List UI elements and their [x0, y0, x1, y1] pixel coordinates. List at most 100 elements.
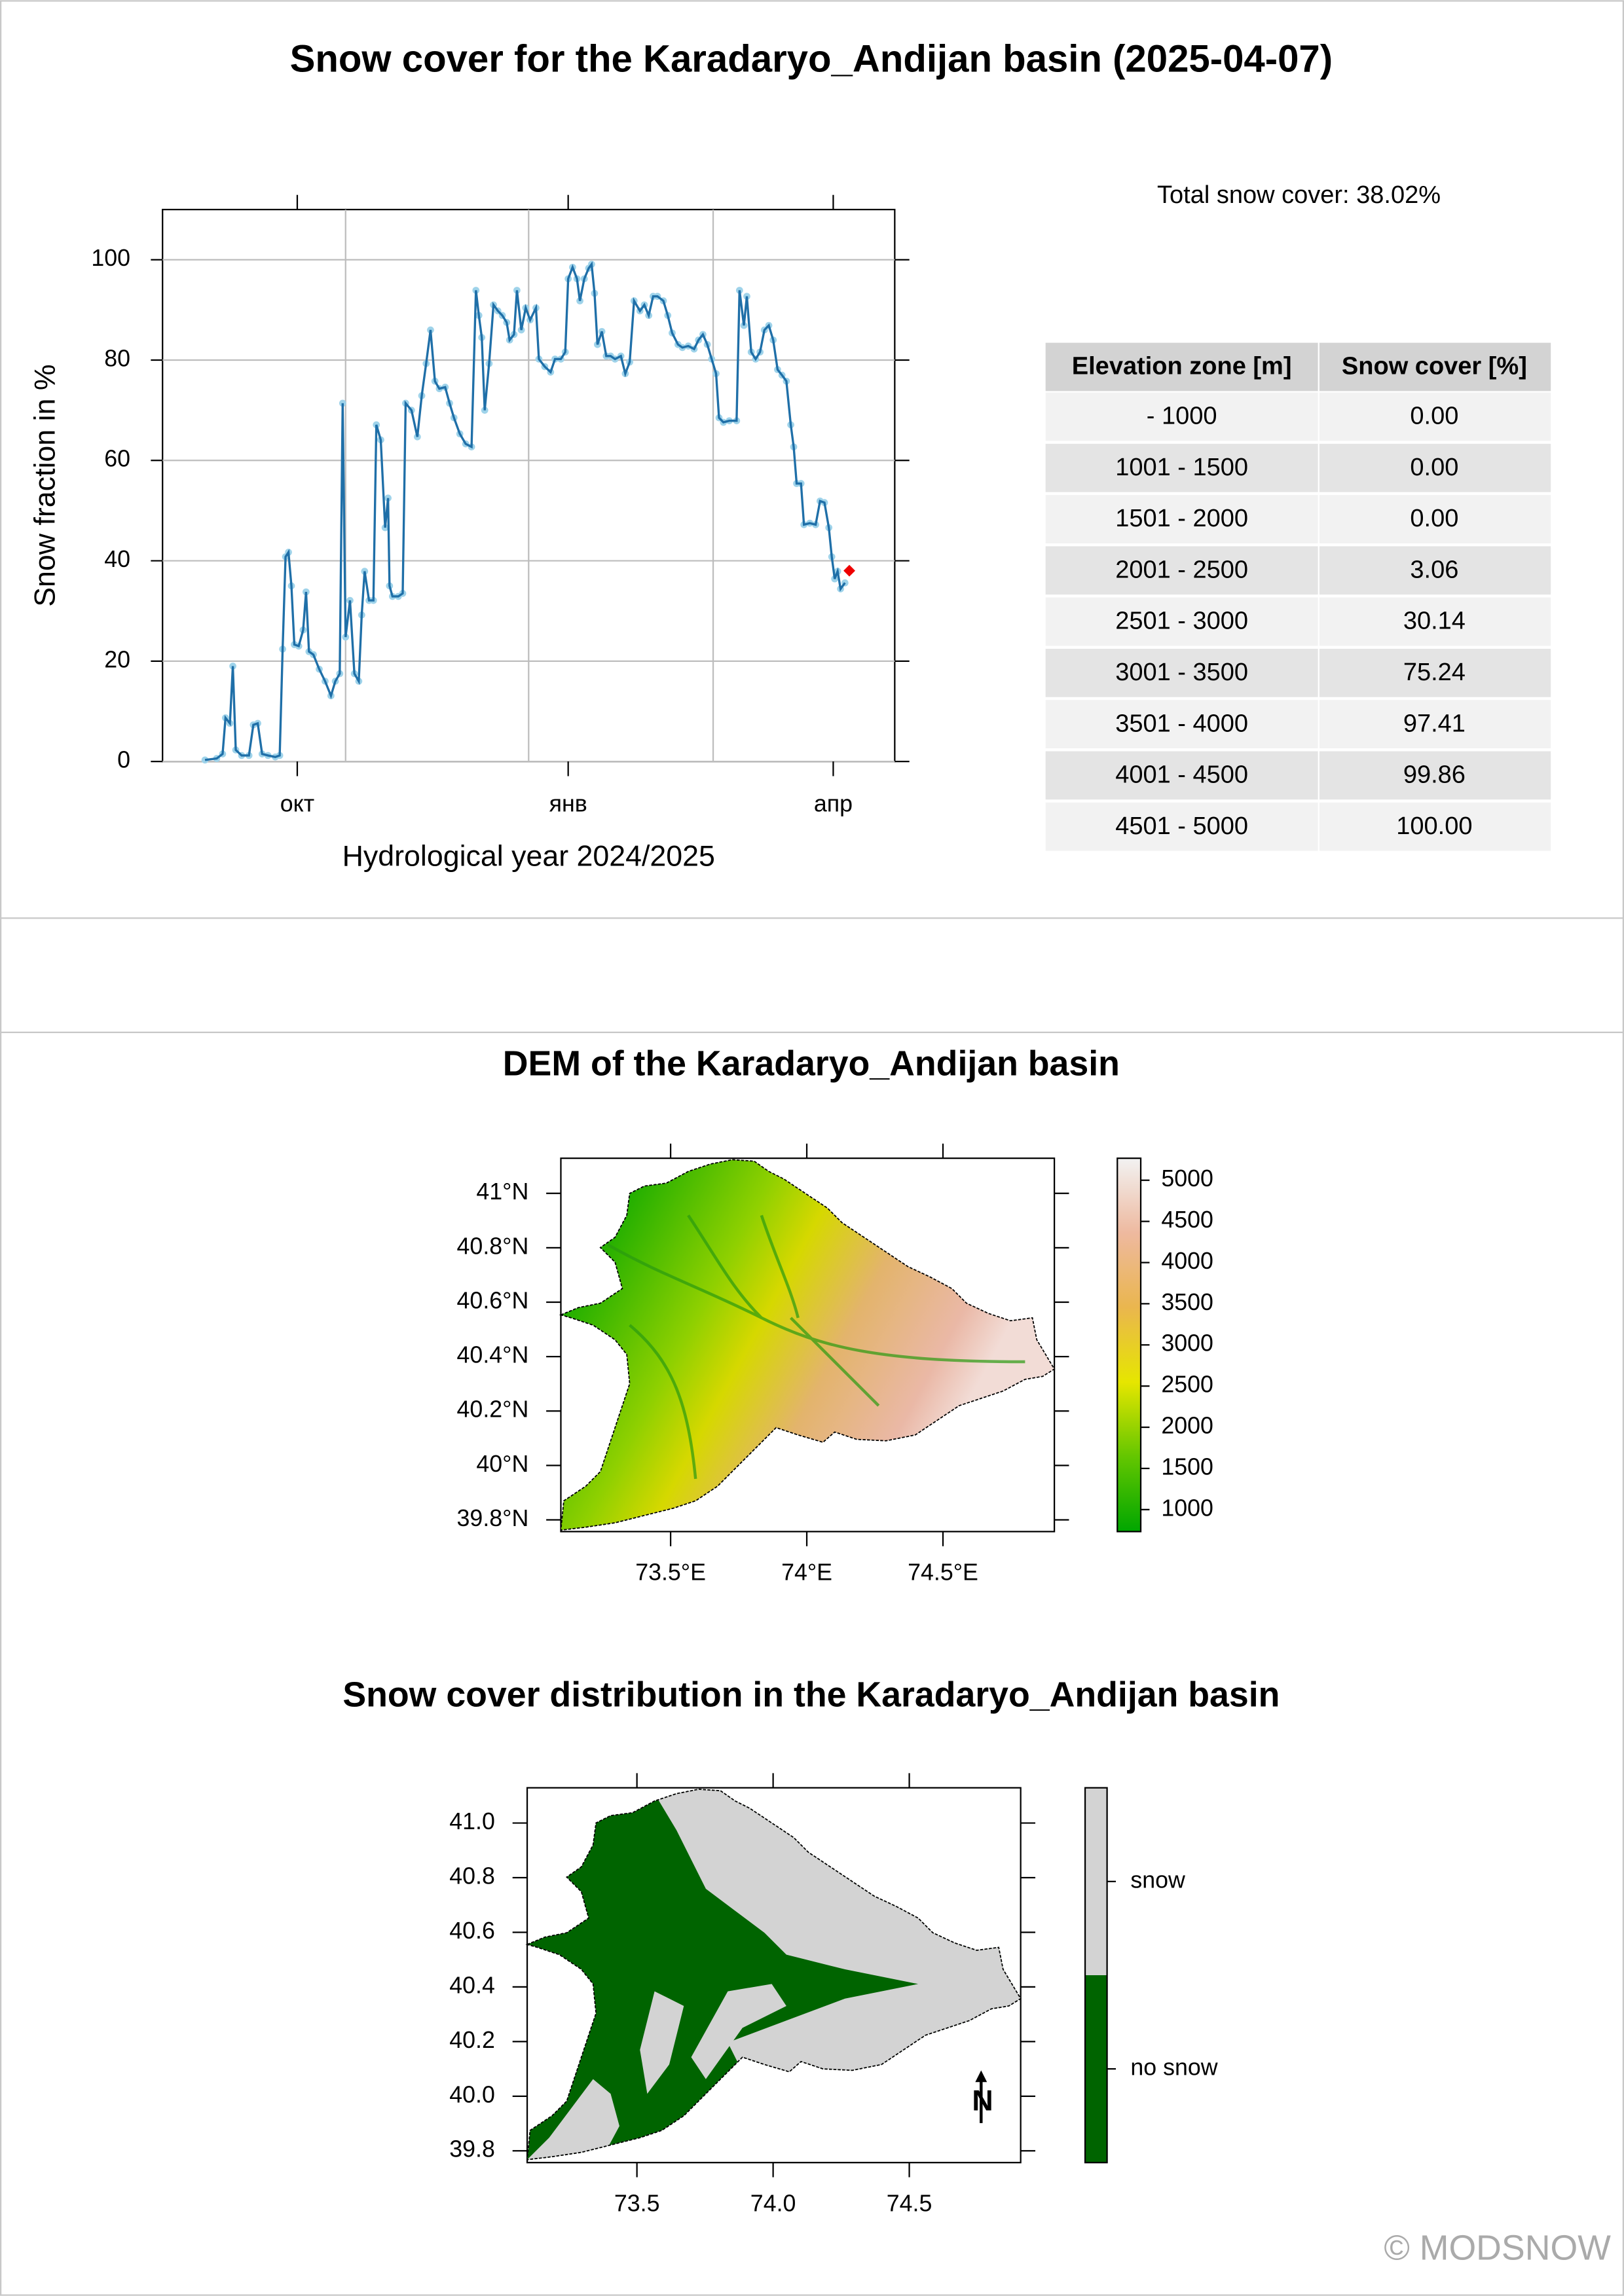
- table-cell: [1319, 751, 1551, 800]
- legend-swatch: [1085, 1975, 1107, 2163]
- y-tick-label: 40.4°N: [457, 1342, 529, 1368]
- y-tick-label: 40.8°N: [457, 1233, 529, 1259]
- table-cell-text: 0.00: [1410, 454, 1458, 481]
- table-cell: [1045, 392, 1318, 441]
- table-cell: [1319, 392, 1551, 441]
- y-tick-label: 100: [91, 245, 130, 271]
- table-cell-text: 75.24: [1403, 659, 1466, 686]
- north-arrow: N: [972, 2070, 993, 2123]
- y-tick-label: 20: [104, 646, 130, 672]
- y-tick-label: 40.8: [449, 1863, 495, 1889]
- table-cell: [1045, 751, 1318, 800]
- colorbar-label: 2500: [1161, 1372, 1213, 1398]
- table-cell: [1319, 648, 1551, 697]
- x-tick-label: 74°E: [781, 1559, 832, 1586]
- table-cell: [1045, 495, 1318, 543]
- colorbar-label: 4000: [1161, 1248, 1213, 1274]
- table-cell-text: 3.06: [1410, 556, 1458, 583]
- legend-frame: [1084, 1787, 1108, 2164]
- table-cell-text: - 1000: [1147, 403, 1217, 430]
- table-cell: [1045, 648, 1318, 697]
- table-cell-text: 0.00: [1410, 505, 1458, 532]
- table-cell-text: 2001 - 2500: [1115, 556, 1248, 583]
- table-cell-text: 2501 - 3000: [1115, 608, 1248, 635]
- y-tick-label: 40: [104, 546, 130, 572]
- y-tick-label: 40.0: [449, 2081, 495, 2107]
- y-tick-label: 40.6: [449, 1918, 495, 1944]
- y-tick-label: 40.6°N: [457, 1287, 529, 1313]
- x-tick-label: 74.5°E: [908, 1559, 978, 1586]
- table-header: Snow cover [%]: [1342, 353, 1527, 380]
- dem-title: DEM of the Karadaryo_Andijan basin: [503, 1044, 1120, 1083]
- summary: Total snow cover: 38.02%: [1157, 181, 1441, 209]
- legend-label: no snow: [1130, 2054, 1217, 2081]
- y-tick-label: 41.0: [449, 1808, 495, 1834]
- snow-raster: [526, 1788, 1022, 2160]
- table-cell: [1045, 597, 1318, 646]
- x-tick-label: апр: [814, 791, 853, 817]
- table-cell-text: 30.14: [1403, 608, 1466, 635]
- table-cell-text: 4501 - 5000: [1115, 812, 1248, 840]
- colorbar-label: 5000: [1161, 1165, 1213, 1192]
- y-tick-label: 40.2: [449, 2027, 495, 2053]
- svg-text:N: N: [972, 2085, 993, 2117]
- table-cell: [1045, 546, 1318, 595]
- colorbar-label: 1000: [1161, 1495, 1213, 1521]
- x-tick-label: окт: [280, 791, 314, 817]
- y-tick-label: 39.8: [449, 2136, 495, 2162]
- legend-swatch: [1085, 1787, 1107, 1975]
- table-cell: [1045, 443, 1318, 492]
- table-cell-text: 0.00: [1410, 403, 1458, 430]
- colorbar-label: 1500: [1161, 1453, 1213, 1480]
- table-cell-text: 1501 - 2000: [1115, 505, 1248, 532]
- table-cell-text: 4001 - 4500: [1115, 761, 1248, 789]
- colorbar: [1116, 1157, 1142, 1533]
- table-header: Elevation zone [m]: [1072, 353, 1292, 380]
- y-axis-label: Snow fraction in %: [29, 364, 61, 606]
- table-cell-text: 3001 - 3500: [1115, 659, 1248, 686]
- y-tick-label: 40°N: [476, 1451, 528, 1477]
- y-tick-label: 40.4: [449, 1972, 495, 1998]
- legend-label: snow: [1130, 1867, 1185, 1893]
- y-tick-label: 80: [104, 345, 130, 371]
- table-cell-text: 97.41: [1403, 710, 1466, 737]
- report-title: Snow cover for the Karadaryo_Andijan bas…: [290, 38, 1333, 81]
- table-cell: [1319, 443, 1551, 492]
- x-axis-label: Hydrological year 2024/2025: [342, 841, 715, 873]
- table-cell-text: 1001 - 1500: [1115, 454, 1248, 481]
- x-tick-label: 74.5: [887, 2191, 932, 2217]
- table-cell: [1045, 700, 1318, 749]
- y-tick-label: 40.2°N: [457, 1396, 529, 1423]
- colorbar-label: 2000: [1161, 1412, 1213, 1438]
- x-tick-label: 73.5: [614, 2191, 660, 2217]
- footer: © MODSNOW: [1384, 2229, 1611, 2268]
- table-cell-text: 100.00: [1396, 812, 1472, 840]
- table-cell-text: 3501 - 4000: [1115, 710, 1248, 737]
- y-tick-label: 39.8°N: [457, 1505, 529, 1531]
- x-tick-label: 74.0: [750, 2191, 796, 2217]
- y-tick-label: 0: [117, 747, 130, 773]
- table-cell: [1319, 802, 1551, 851]
- table-header-cell: [1319, 342, 1551, 392]
- colorbar-label: 3000: [1161, 1330, 1213, 1357]
- table-cell: [1319, 597, 1551, 646]
- y-tick-label: 60: [104, 446, 130, 472]
- x-tick-label: янв: [549, 791, 587, 817]
- dem-raster: [560, 1159, 1056, 1531]
- table-cell: [1319, 546, 1551, 595]
- snow-map-title: Snow cover distribution in the Karadaryo…: [342, 1675, 1280, 1714]
- snow-line: [204, 261, 846, 761]
- x-tick-label: 73.5°E: [635, 1559, 706, 1586]
- table-cell: [1319, 495, 1551, 543]
- current-point: [843, 564, 855, 577]
- colorbar-label: 4500: [1161, 1207, 1213, 1233]
- colorbar-label: 3500: [1161, 1289, 1213, 1315]
- table-cell: [1045, 802, 1318, 851]
- table-cell-text: 99.86: [1403, 761, 1466, 789]
- table-cell: [1319, 700, 1551, 749]
- table-header-cell: [1045, 342, 1318, 392]
- y-tick-label: 41°N: [476, 1178, 528, 1205]
